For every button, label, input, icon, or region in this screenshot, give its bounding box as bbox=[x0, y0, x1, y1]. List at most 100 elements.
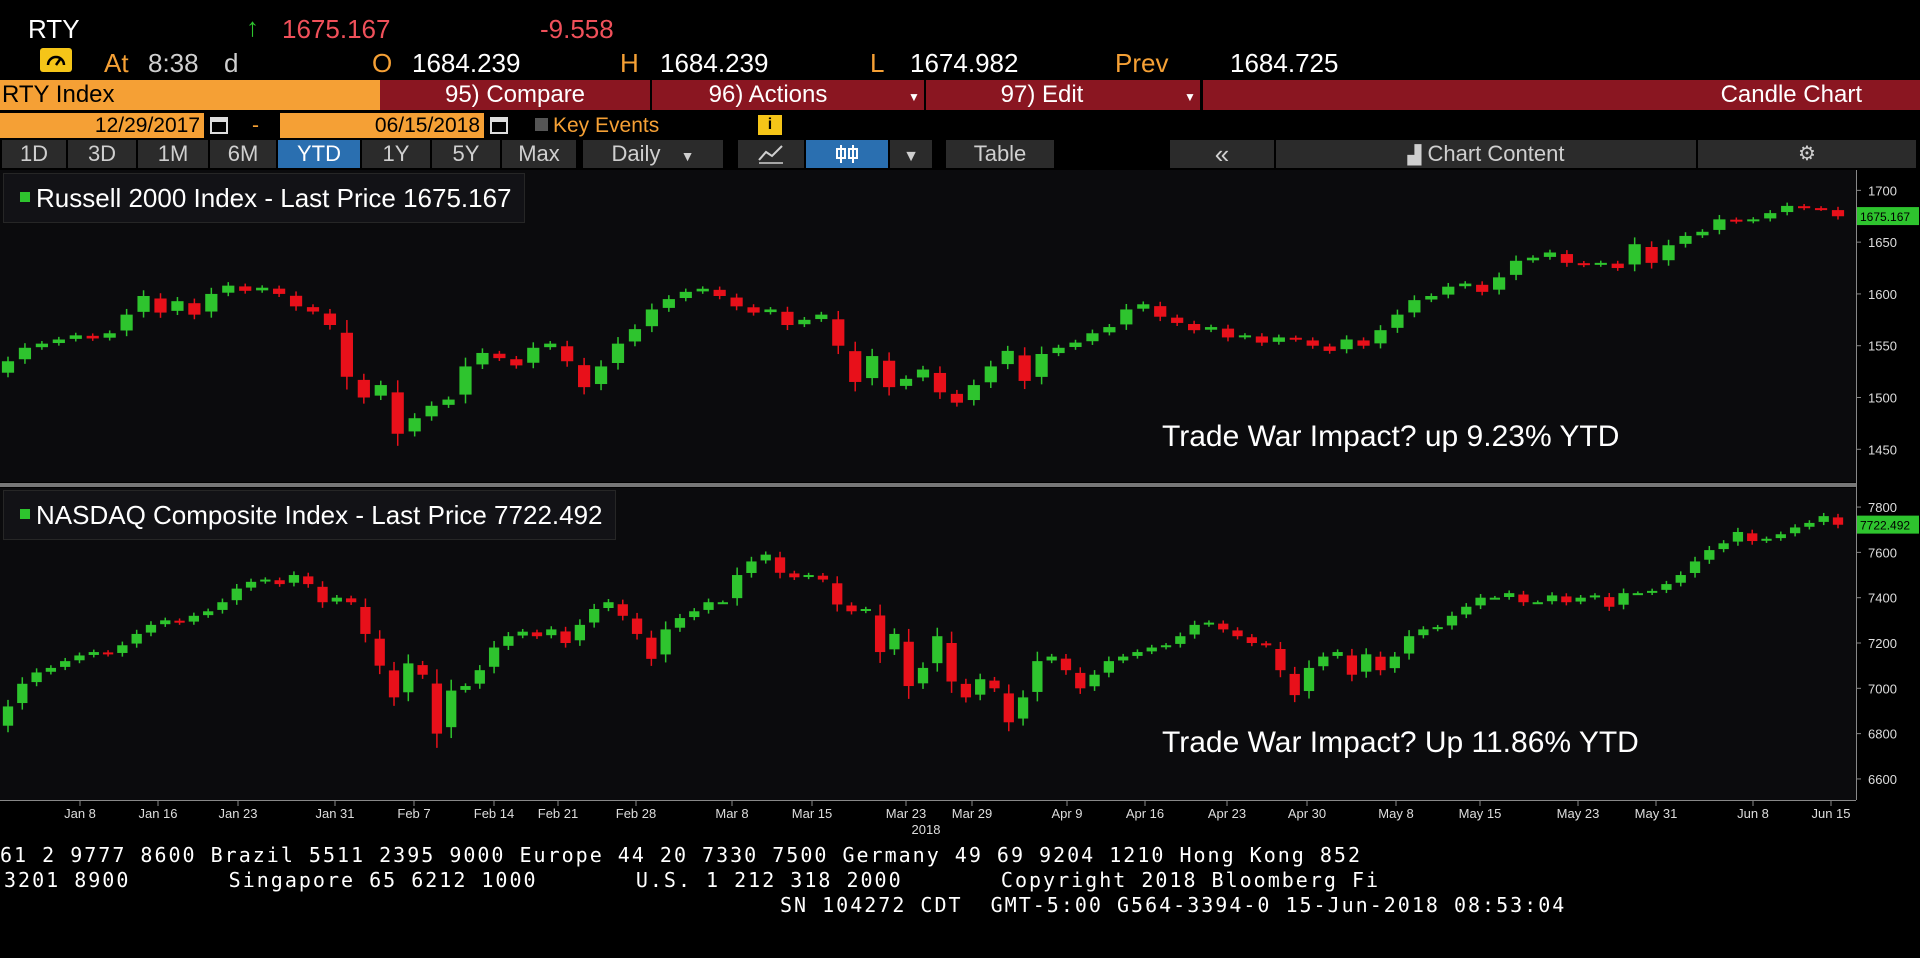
pane-divider[interactable] bbox=[0, 483, 1856, 487]
candle bbox=[1604, 592, 1615, 611]
candle bbox=[578, 357, 591, 395]
period-button-5y[interactable]: 5Y bbox=[432, 140, 500, 168]
period-button-3d[interactable]: 3D bbox=[68, 140, 136, 168]
x-tick-label: Jan 8 bbox=[64, 806, 96, 821]
candle bbox=[1662, 239, 1675, 266]
frequency-dropdown[interactable]: Daily ▼ bbox=[583, 140, 723, 168]
candle bbox=[1160, 643, 1172, 650]
candle bbox=[174, 618, 185, 625]
nasdaq-legend-title: NASDAQ Composite Index - Last Price 7722… bbox=[36, 500, 603, 530]
candle bbox=[131, 629, 142, 648]
period-button-1m[interactable]: 1M bbox=[138, 140, 208, 168]
candle-chart-icon[interactable] bbox=[806, 140, 888, 168]
candle bbox=[1188, 320, 1201, 334]
candle bbox=[391, 380, 404, 446]
table-button[interactable]: Table bbox=[946, 140, 1054, 168]
actions-label: 96) Actions bbox=[708, 81, 828, 108]
candle bbox=[1509, 255, 1523, 281]
candle bbox=[975, 673, 986, 701]
candle bbox=[117, 641, 128, 657]
candle bbox=[260, 577, 271, 584]
key-events-label[interactable]: Key Events bbox=[553, 114, 660, 137]
candle bbox=[527, 342, 540, 369]
candle bbox=[1318, 652, 1329, 671]
candle bbox=[889, 628, 900, 655]
candle bbox=[442, 396, 455, 408]
y-tick-label: 7800 bbox=[1868, 500, 1897, 515]
candle bbox=[717, 600, 728, 605]
x-tick-label: Feb 14 bbox=[474, 806, 514, 821]
collapse-button[interactable]: « bbox=[1170, 140, 1274, 168]
gear-icon[interactable]: ⚙ bbox=[1698, 140, 1916, 168]
info-icon[interactable]: i bbox=[758, 115, 782, 135]
candle bbox=[1532, 600, 1543, 605]
candle bbox=[660, 621, 671, 663]
period-button-ytd[interactable]: YTD bbox=[278, 140, 360, 168]
candle bbox=[1246, 634, 1257, 647]
candle bbox=[374, 380, 387, 401]
chart-content-button[interactable]: ▟ Chart Content bbox=[1276, 140, 1696, 168]
candle bbox=[1594, 260, 1607, 267]
period-button-max[interactable]: Max bbox=[502, 140, 576, 168]
candle bbox=[1718, 540, 1729, 553]
candle bbox=[1504, 590, 1515, 600]
period-button-1y[interactable]: 1Y bbox=[362, 140, 430, 168]
candle bbox=[1628, 237, 1641, 272]
candle bbox=[916, 365, 930, 382]
candle bbox=[488, 640, 500, 674]
candle bbox=[1543, 249, 1557, 260]
open-value: 1684.239 bbox=[412, 48, 521, 78]
candle bbox=[932, 627, 943, 672]
candle bbox=[1646, 588, 1658, 596]
candle bbox=[1260, 641, 1272, 648]
realtime-gauge-icon[interactable] bbox=[40, 48, 72, 72]
candle bbox=[1560, 250, 1573, 267]
end-date-field[interactable]: 06/15/2018 bbox=[280, 113, 484, 138]
candle bbox=[303, 572, 314, 588]
candle bbox=[1518, 590, 1529, 606]
candle bbox=[798, 316, 811, 328]
y-tick-label: 7600 bbox=[1868, 545, 1897, 560]
compare-button[interactable]: 95) Compare bbox=[380, 80, 650, 110]
candle bbox=[503, 632, 514, 650]
candle bbox=[86, 333, 99, 341]
candle bbox=[832, 310, 845, 355]
candle bbox=[866, 348, 879, 386]
chevron-down-icon[interactable]: ▼ bbox=[890, 140, 932, 168]
candle bbox=[1303, 660, 1315, 699]
calendar-icon[interactable] bbox=[488, 115, 510, 135]
candle bbox=[846, 602, 857, 615]
footer-line-3: SN 104272 CDT GMT-5:00 G564-3394-0 15-Ju… bbox=[780, 893, 1567, 917]
calendar-icon[interactable] bbox=[208, 115, 230, 135]
candle bbox=[1526, 255, 1540, 263]
rty-legend-title: Russell 2000 Index - Last Price 1675.167 bbox=[36, 183, 512, 213]
x-tick-label: Mar 23 bbox=[886, 806, 926, 821]
candle bbox=[1575, 594, 1586, 605]
candle bbox=[603, 599, 614, 612]
footer-line-2: 3201 8900 Singapore 65 6212 1000 U.S. 1 … bbox=[4, 868, 1381, 892]
candle bbox=[984, 360, 997, 388]
candle bbox=[589, 603, 600, 628]
candle bbox=[703, 598, 714, 614]
x-tick-label: Apr 9 bbox=[1051, 806, 1082, 821]
y-tick-label: 1450 bbox=[1868, 442, 1897, 457]
x-tick-label: Jan 16 bbox=[138, 806, 177, 821]
start-date-field[interactable]: 12/29/2017 bbox=[0, 113, 204, 138]
prev-value: 1684.725 bbox=[1230, 48, 1339, 78]
line-chart-icon[interactable] bbox=[738, 140, 804, 168]
x-tick-label: May 8 bbox=[1378, 806, 1413, 821]
candle bbox=[1781, 202, 1794, 216]
candle bbox=[933, 366, 947, 399]
security-field[interactable]: RTY Index bbox=[0, 80, 380, 110]
candle bbox=[1001, 345, 1014, 370]
period-button-6m[interactable]: 6M bbox=[210, 140, 276, 168]
candle bbox=[774, 551, 786, 579]
period-button-1d[interactable]: 1D bbox=[2, 140, 66, 168]
actions-menu[interactable]: 96) Actions ▼ bbox=[652, 80, 924, 110]
candle bbox=[713, 286, 726, 300]
candle bbox=[74, 652, 85, 664]
edit-menu[interactable]: 97) Edit ▼ bbox=[926, 80, 1200, 110]
key-events-checkbox[interactable] bbox=[535, 118, 548, 131]
candle bbox=[331, 594, 342, 605]
candle bbox=[561, 340, 574, 367]
